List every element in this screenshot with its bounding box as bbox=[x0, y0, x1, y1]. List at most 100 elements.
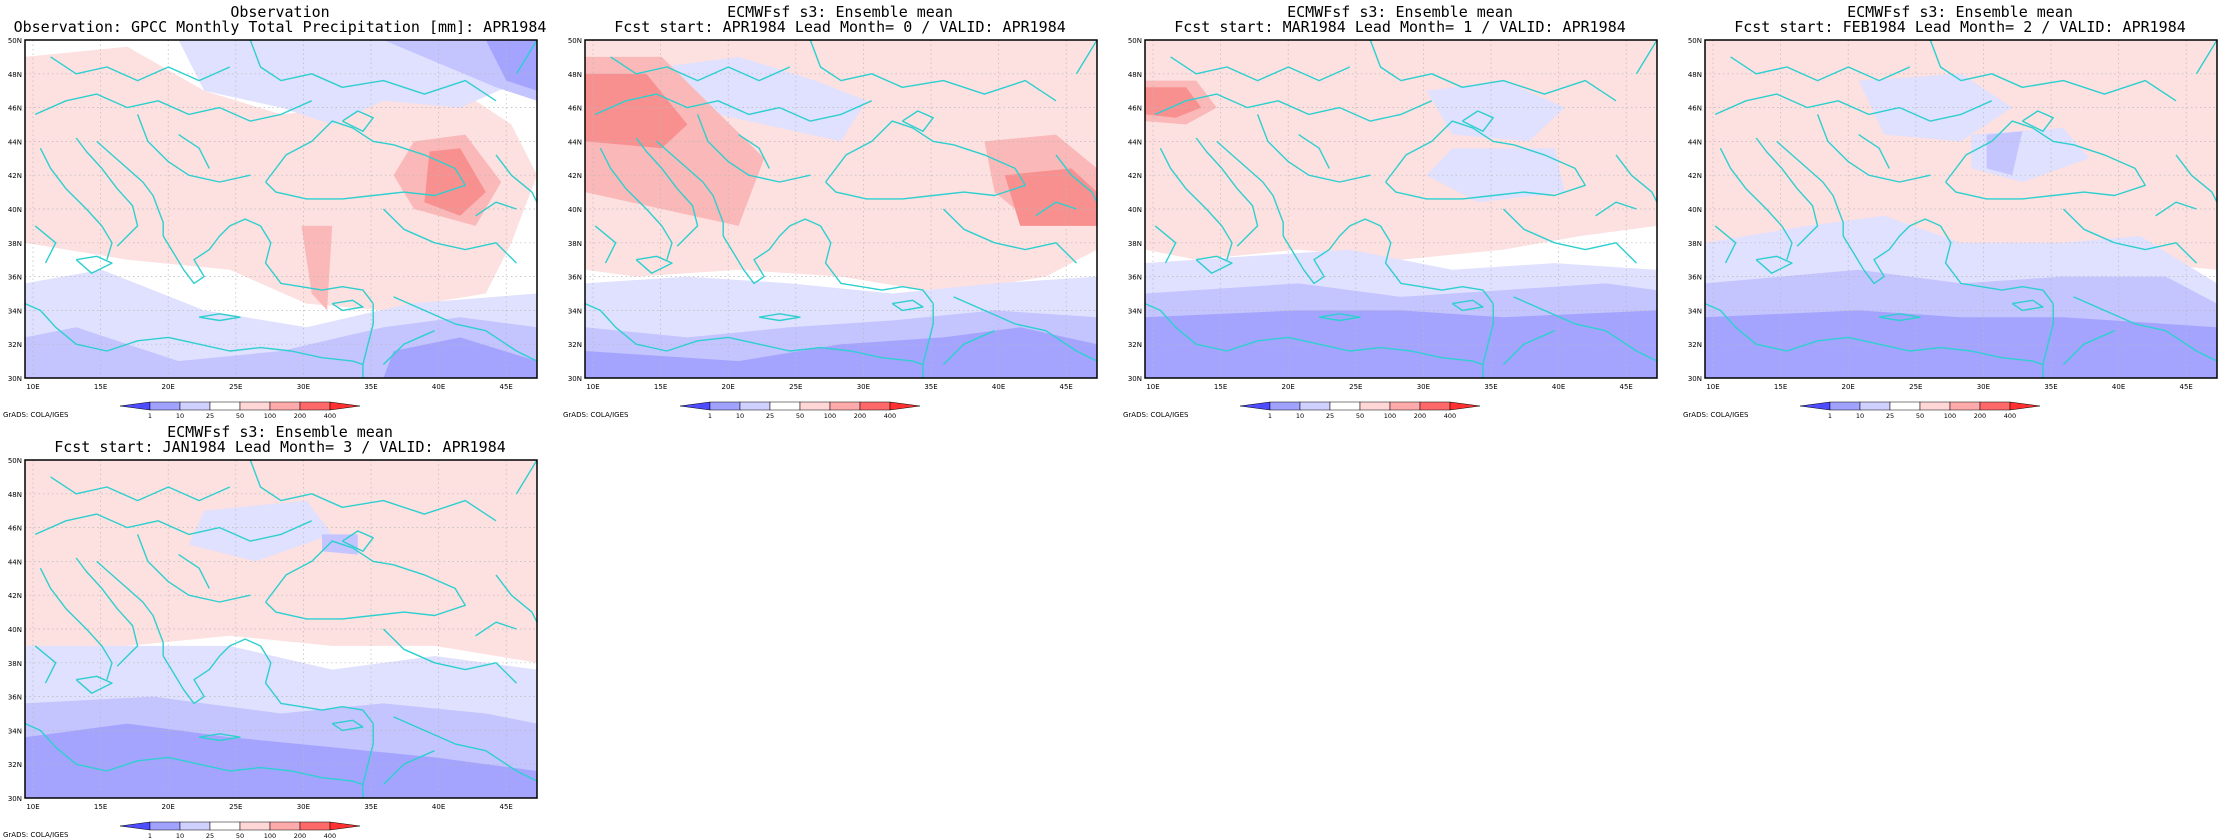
colorbar-swatch bbox=[1949, 401, 1981, 411]
coastline bbox=[2022, 110, 2054, 133]
coastline bbox=[1513, 296, 1657, 362]
coastline bbox=[265, 540, 466, 620]
lat-tick-label: 32N bbox=[1128, 341, 1142, 349]
coastline bbox=[382, 330, 435, 365]
coastline bbox=[1714, 225, 1737, 264]
coastline bbox=[610, 56, 791, 82]
coastline bbox=[259, 225, 374, 305]
coastline bbox=[738, 134, 770, 169]
coastline bbox=[1318, 313, 1361, 322]
coastline bbox=[382, 750, 435, 785]
colorbar-swatch bbox=[1829, 401, 1861, 411]
coastline bbox=[25, 722, 364, 786]
lon-tick-label: 20E bbox=[162, 383, 175, 391]
colorbar-swatch bbox=[179, 821, 211, 831]
precip-shade-red-dark bbox=[1004, 168, 1097, 226]
lat-tick-label: 46N bbox=[1128, 105, 1142, 113]
lat-tick-label: 32N bbox=[8, 761, 22, 769]
lat-tick-label: 34N bbox=[1688, 307, 1702, 315]
coastline bbox=[382, 208, 517, 264]
coastline bbox=[1195, 137, 1259, 247]
coastline bbox=[178, 554, 210, 589]
coastline bbox=[1035, 201, 1077, 217]
lat-tick-label: 40N bbox=[1688, 206, 1702, 214]
colorbar-label: 100 bbox=[824, 412, 836, 420]
grads-credit: GrADS: COLA/IGES bbox=[3, 831, 69, 839]
colorbar-swatch bbox=[269, 401, 301, 411]
colorbar: 1 10 25 50 100 200 400 bbox=[1239, 401, 1481, 420]
lon-tick-label: 30E bbox=[1417, 383, 1430, 391]
coastline bbox=[475, 621, 517, 637]
panel-title: ECMWFsf s3: Ensemble mean bbox=[167, 423, 393, 441]
coastline bbox=[891, 299, 924, 312]
lat-tick-label: 36N bbox=[1688, 274, 1702, 282]
colorbar-swatch bbox=[1799, 401, 1831, 411]
coastline bbox=[515, 460, 537, 495]
coastline bbox=[809, 40, 1057, 102]
colorbar-swatch bbox=[149, 401, 181, 411]
colorbar-label: 100 bbox=[264, 412, 276, 420]
map-frame bbox=[1704, 39, 2218, 379]
precip-shade-blue-light bbox=[1426, 80, 1565, 142]
lon-tick-label: 30E bbox=[297, 803, 310, 811]
lat-tick-label: 44N bbox=[1688, 138, 1702, 146]
lat-tick-label: 36N bbox=[8, 274, 22, 282]
lon-tick-label: 40E bbox=[432, 383, 445, 391]
lat-tick-label: 48N bbox=[1128, 71, 1142, 79]
lat-tick-label: 44N bbox=[568, 138, 582, 146]
colorbar-label: 1 bbox=[148, 832, 152, 840]
lon-tick-label: 40E bbox=[992, 383, 1005, 391]
lon-tick-label: 45E bbox=[2180, 383, 2193, 391]
colorbar-swatch bbox=[119, 821, 151, 831]
colorbar-swatch bbox=[1389, 401, 1421, 411]
coastline bbox=[1195, 255, 1233, 274]
coastline bbox=[1256, 114, 1371, 183]
coastline bbox=[2042, 303, 2054, 378]
map-frame bbox=[1144, 39, 1658, 379]
coastline bbox=[2062, 330, 2115, 365]
coastline bbox=[696, 114, 811, 183]
coastline bbox=[1816, 114, 1931, 183]
coastline bbox=[1719, 147, 1793, 260]
colorbar-label: 25 bbox=[1326, 412, 1334, 420]
lon-tick-label: 30E bbox=[1977, 383, 1990, 391]
coastline bbox=[1858, 134, 1890, 169]
coastline bbox=[342, 110, 374, 133]
coastline bbox=[1369, 40, 1617, 102]
coastline bbox=[259, 645, 374, 725]
colorbar-label: 200 bbox=[294, 832, 306, 840]
colorbar-swatch bbox=[1239, 401, 1271, 411]
lat-tick-label: 42N bbox=[8, 592, 22, 600]
coastline bbox=[1730, 56, 1911, 82]
lat-tick-label: 42N bbox=[568, 172, 582, 180]
lat-tick-label: 46N bbox=[1688, 105, 1702, 113]
colorbar-swatch bbox=[239, 821, 271, 831]
coastline bbox=[2155, 201, 2197, 217]
colorbar-swatch bbox=[1299, 401, 1331, 411]
colorbar: 1 10 25 50 100 200 400 bbox=[119, 401, 361, 420]
coastline bbox=[1075, 40, 1097, 75]
precipitation-map: 50N 48N 46N 44N 42N 40N 38N 36N 34N 32N 30N 10E 15E 2… bbox=[1688, 37, 2218, 420]
colorbar-label: 50 bbox=[236, 412, 244, 420]
coastline bbox=[362, 303, 374, 378]
coastline bbox=[75, 137, 139, 247]
colorbar-swatch bbox=[329, 401, 361, 411]
colorbar-label: 10 bbox=[176, 832, 184, 840]
coastline bbox=[50, 56, 231, 82]
lat-tick-label: 44N bbox=[1128, 138, 1142, 146]
coastline bbox=[1298, 134, 1330, 169]
coastline bbox=[198, 733, 241, 742]
lat-tick-label: 48N bbox=[1688, 71, 1702, 79]
colorbar-swatch bbox=[799, 401, 831, 411]
coastline bbox=[2073, 296, 2217, 362]
colorbar-swatch bbox=[209, 821, 241, 831]
colorbar-label: 25 bbox=[206, 832, 214, 840]
lat-tick-label: 38N bbox=[1688, 240, 1702, 248]
map-panel-lead1: ECMWFsf s3: Ensemble mean Fcst start: MA… bbox=[1120, 0, 1680, 420]
coastline bbox=[39, 567, 113, 680]
precip-shade-blue-dark bbox=[383, 337, 537, 378]
colorbar-swatch bbox=[1919, 401, 1951, 411]
colorbar-label: 400 bbox=[1444, 412, 1456, 420]
lat-tick-label: 40N bbox=[8, 626, 22, 634]
coastline bbox=[96, 560, 164, 656]
